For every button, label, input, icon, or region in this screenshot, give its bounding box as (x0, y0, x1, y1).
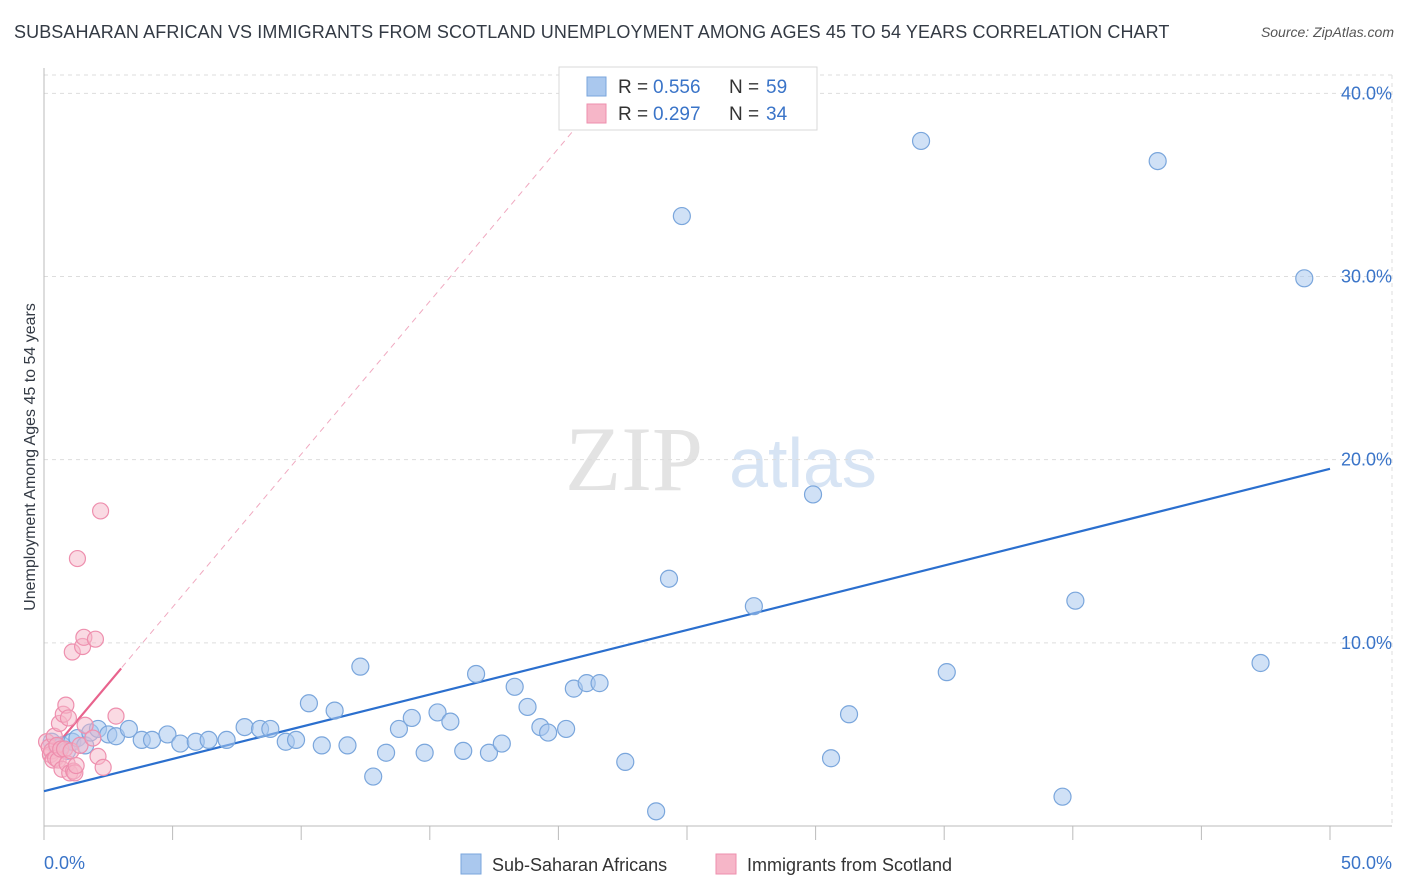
point-sub-saharan (351, 657, 370, 676)
y-tick-label: 40.0% (1341, 83, 1392, 103)
point-sub-saharan (376, 743, 396, 762)
point-sub-saharan (672, 206, 691, 226)
legend-r-label: R = (618, 104, 648, 125)
point-sub-saharan (389, 719, 409, 739)
chart-title: SUBSAHARAN AFRICAN VS IMMIGRANTS FROM SC… (14, 22, 1170, 42)
point-sub-saharan (338, 736, 357, 755)
y-tick-label: 30.0% (1341, 266, 1392, 286)
point-sub-saharan (1066, 591, 1085, 610)
point-sub-saharan (1251, 653, 1270, 673)
legend-bottom-label-pink: Immigrants from Scotland (747, 855, 952, 875)
source-label: Source: ZipAtlas.com (1260, 24, 1394, 40)
legend-bottom-label-blue: Sub-Saharan Africans (492, 855, 667, 875)
point-sub-saharan (119, 719, 138, 739)
point-sub-saharan (199, 730, 218, 750)
point-sub-saharan (590, 674, 609, 693)
watermark-atlas: atlas (729, 424, 877, 502)
point-sub-saharan (911, 131, 931, 151)
trend-line-sub-saharan (43, 467, 1331, 793)
point-sub-saharan (261, 719, 280, 739)
point-sub-saharan (1148, 151, 1167, 171)
point-sub-saharan (505, 677, 524, 696)
point-scotland (86, 630, 105, 648)
point-sub-saharan (839, 705, 859, 724)
legend-n-value: 59 (766, 77, 787, 98)
point-sub-saharan (312, 736, 331, 755)
point-sub-saharan (479, 743, 499, 762)
axes (43, 68, 1392, 840)
point-sub-saharan (518, 697, 537, 717)
point-sub-saharan (1295, 269, 1314, 288)
trend-line-scotland-extended (43, 83, 613, 761)
point-sub-saharan (364, 767, 383, 786)
point-scotland (76, 716, 94, 734)
point-sub-saharan (217, 730, 236, 750)
x-tick-label: 50.0% (1341, 853, 1392, 873)
point-sub-saharan (142, 730, 162, 750)
point-sub-saharan (539, 723, 558, 742)
point-sub-saharan (441, 712, 460, 731)
legend-r-value: 0.556 (653, 77, 701, 98)
point-sub-saharan (402, 708, 421, 728)
point-sub-saharan (1053, 787, 1072, 806)
point-scotland (107, 707, 125, 725)
legend-swatch-blue (586, 76, 607, 97)
legend-n-value: 34 (766, 104, 788, 125)
point-sub-saharan (557, 719, 576, 739)
legend-bottom: Sub-Saharan Africans Immigrants from Sco… (460, 853, 952, 875)
point-sub-saharan (158, 725, 177, 744)
point-sub-saharan (299, 694, 319, 713)
point-sub-saharan (647, 802, 666, 821)
point-scotland (68, 549, 87, 568)
y-tick-label: 10.0% (1341, 633, 1392, 653)
legend-bottom-swatch-blue (460, 853, 482, 875)
legend-r-value: 0.297 (653, 104, 701, 125)
legend-r-label: R = (618, 77, 648, 98)
point-sub-saharan (744, 597, 763, 616)
point-scotland (94, 758, 112, 776)
point-sub-saharan (466, 664, 486, 684)
point-scotland (84, 729, 102, 747)
point-sub-saharan (659, 569, 679, 588)
point-sub-saharan (171, 734, 190, 753)
point-sub-saharan (492, 734, 511, 753)
point-sub-saharan (803, 485, 823, 504)
point-sub-saharan (616, 752, 635, 771)
x-tick-label: 0.0% (44, 853, 85, 873)
legend-bottom-swatch-pink (715, 853, 737, 875)
point-sub-saharan (325, 701, 344, 720)
watermark-zip: ZIP (565, 408, 703, 510)
legend-n-label: N = (729, 104, 759, 125)
data-points (37, 131, 1314, 821)
point-sub-saharan (428, 703, 447, 722)
y-tick-label: 20.0% (1341, 450, 1392, 470)
point-sub-saharan (286, 730, 306, 750)
point-scotland (59, 709, 78, 727)
y-tick-labels: 10.0% 20.0% 30.0% 40.0% (1341, 83, 1392, 653)
legend-swatch-pink (586, 103, 607, 124)
point-sub-saharan (937, 663, 956, 682)
gridlines (44, 74, 1393, 826)
point-sub-saharan (415, 743, 434, 762)
point-scotland (91, 502, 110, 520)
point-scotland (67, 756, 85, 775)
x-tick-labels: 0.0% 50.0% (44, 853, 1392, 873)
point-sub-saharan (235, 717, 254, 737)
y-axis-label: Unemployment Among Ages 45 to 54 years (22, 303, 39, 611)
point-scotland (71, 736, 89, 755)
legend-n-label: N = (729, 77, 759, 98)
legend-top: R = 0.556 N = 59 R = 0.297 N = 34 (558, 66, 818, 131)
point-sub-saharan (821, 749, 841, 768)
point-sub-saharan (454, 741, 473, 761)
